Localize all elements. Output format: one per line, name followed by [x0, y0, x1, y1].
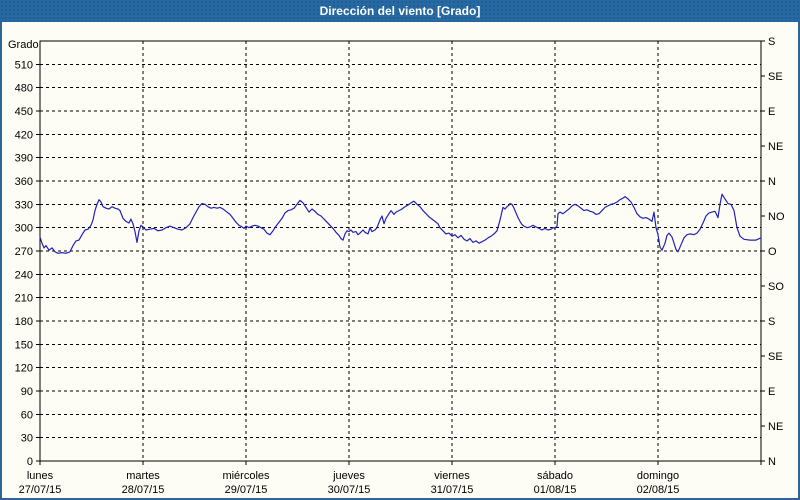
y-tick-label: 420	[15, 129, 33, 141]
day-date-label: 02/08/15	[637, 484, 680, 496]
series	[39, 193, 762, 254]
y-tick-label: 510	[15, 59, 33, 71]
day-name-label: miércoles	[222, 470, 270, 482]
y-tick-label: 300	[15, 223, 33, 235]
compass-tick-label: S	[768, 36, 775, 48]
y-tick-label: 450	[15, 106, 33, 118]
compass-tick-label: O	[768, 246, 777, 258]
day-name-label: sábado	[537, 470, 573, 482]
chart-title: Dirección del viento [Grado]	[319, 4, 481, 18]
y-tick-label: 210	[15, 293, 33, 305]
compass-tick-label: NE	[768, 421, 783, 433]
compass-tick-label: NO	[768, 211, 785, 223]
y-tick-label: 390	[15, 153, 33, 165]
day-name-label: lunes	[27, 470, 54, 482]
day-name-label: domingo	[637, 470, 679, 482]
day-date-label: 31/07/15	[431, 484, 474, 496]
compass-tick-label: S	[768, 316, 775, 328]
y-tick-label: 30	[21, 433, 33, 445]
compass-tick-label: N	[768, 176, 776, 188]
day-name-label: martes	[126, 470, 160, 482]
compass-tick-label: SE	[768, 351, 783, 363]
day-date-label: 29/07/15	[225, 484, 268, 496]
y-tick-label: 270	[15, 246, 33, 258]
y-axis-title: Grado	[8, 39, 39, 51]
y-tick-label: 90	[21, 386, 33, 398]
compass-tick-label: N	[768, 456, 776, 468]
compass-tick-label: E	[768, 106, 775, 118]
day-name-label: viernes	[434, 470, 470, 482]
y-tick-label: 240	[15, 269, 33, 281]
y-tick-label: 150	[15, 339, 33, 351]
title-bar: Dirección del viento [Grado]	[0, 0, 800, 22]
y-tick-label: 180	[15, 316, 33, 328]
day-date-label: 01/08/15	[534, 484, 577, 496]
day-date-label: 27/07/15	[19, 484, 62, 496]
y-tick-label: 330	[15, 199, 33, 211]
day-name-label: jueves	[332, 470, 365, 482]
day-date-label: 30/07/15	[328, 484, 371, 496]
axis-ticks	[36, 40, 765, 465]
compass-tick-label: SE	[768, 71, 783, 83]
compass-tick-label: SO	[768, 281, 784, 293]
y-tick-label: 120	[15, 363, 33, 375]
y-tick-label: 360	[15, 176, 33, 188]
compass-tick-label: NE	[768, 141, 783, 153]
compass-tick-label: E	[768, 386, 775, 398]
wind-direction-line	[39, 193, 762, 254]
y-tick-label: 480	[15, 83, 33, 95]
axis-labels: 0 30 60 90 120 150 180 210 240 270 300 330 360 390 420…	[8, 36, 785, 468]
x-axis-labels: lunes 27/07/15 martes 28/07/15 miércoles 29/0…	[19, 470, 680, 496]
gridlines	[40, 41, 761, 461]
y-tick-label: 0	[27, 456, 33, 468]
day-date-label: 28/07/15	[122, 484, 165, 496]
y-tick-label: 60	[21, 409, 33, 421]
